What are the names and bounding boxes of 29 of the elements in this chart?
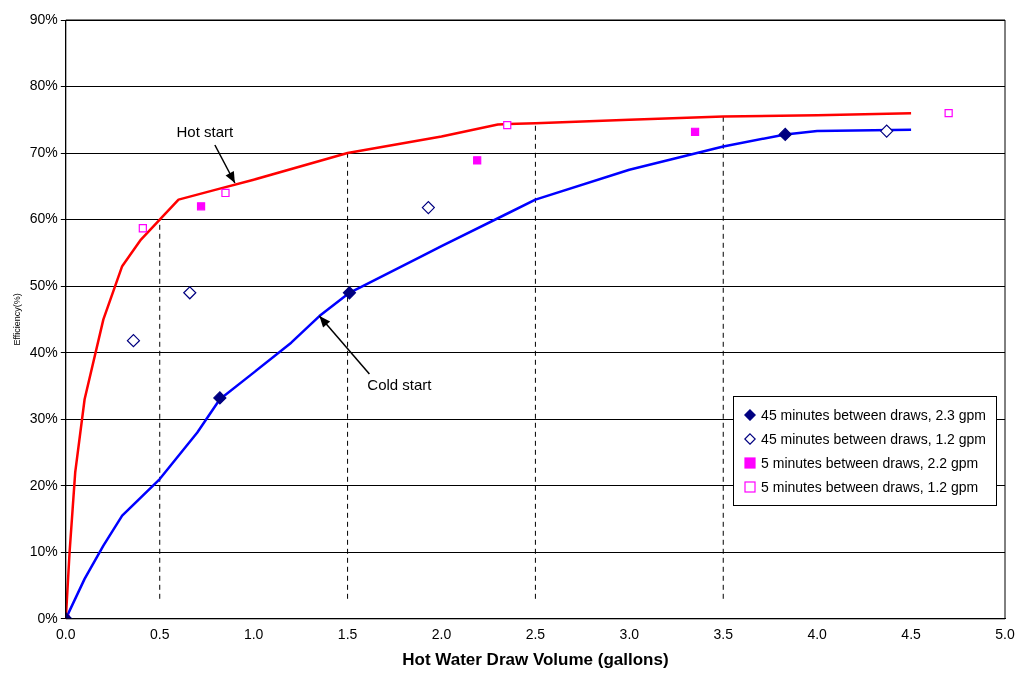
y-axis-title: Efficiency(%) [11,293,22,346]
x-axis-title: Hot Water Draw Volume (gallons) [402,650,669,670]
legend-label: 5 minutes between draws, 1.2 gpm [761,479,979,495]
y-tick-label: 30% [29,410,58,427]
y-tick-label: 70% [29,143,58,160]
x-tick-label: 2.5 [525,626,546,643]
y-tick-label: 20% [29,476,58,493]
x-tick-label: 1.0 [243,626,264,643]
x-tick-label: 5.0 [995,626,1015,643]
x-tick-label: 1.5 [337,626,358,643]
y-tick-label: 40% [29,343,58,360]
legend-label: 45 minutes between draws, 1.2 gpm [761,431,986,447]
y-tick-label: 60% [29,210,58,227]
x-tick-label: 0.0 [56,626,76,643]
x-tick-label: 2.0 [431,626,452,643]
legend-label: 45 minutes between draws, 2.3 gpm [761,407,986,423]
annotation: Hot start [176,123,235,141]
y-tick-label: 90% [29,10,58,27]
x-tick-label: 4.0 [807,626,828,643]
legend-label: 5 minutes between draws, 2.2 gpm [761,455,979,471]
x-tick-label: 4.5 [901,626,922,643]
y-tick-label: 80% [29,77,58,94]
x-tick-label: 3.5 [713,626,734,643]
annotation: Cold start [367,376,433,394]
x-tick-label: 0.5 [150,626,170,643]
y-tick-label: 50% [29,276,58,293]
y-tick-label: 10% [29,543,58,560]
x-tick-label: 3.0 [619,626,640,643]
y-tick-label: 0% [37,609,58,626]
